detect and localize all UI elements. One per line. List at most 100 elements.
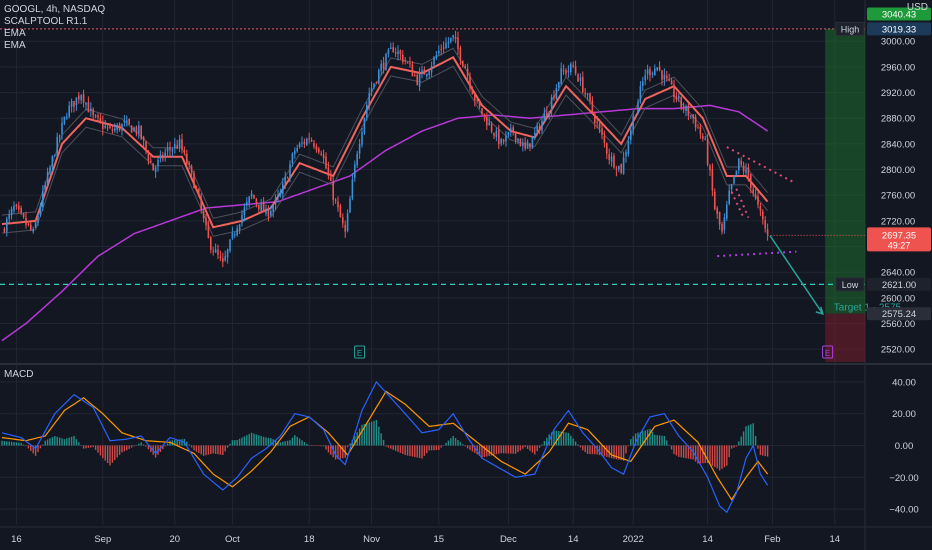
candle-body: [697, 127, 699, 129]
macd-histogram-bar: [358, 428, 361, 446]
indicator-legend-ema-1[interactable]: EMA: [4, 28, 26, 39]
macd-histogram-bar: [610, 445, 613, 459]
macd-histogram-bar: [759, 445, 762, 456]
candle-body: [6, 218, 8, 232]
macd-histogram-bar: [414, 445, 416, 458]
macd-histogram-bar: [150, 445, 152, 453]
macd-histogram-bar: [726, 445, 728, 466]
macd-histogram-bar: [514, 445, 517, 454]
target-arrow-head: [815, 306, 824, 315]
candle-body: [186, 153, 188, 165]
macd-histogram-bar: [601, 445, 603, 456]
candle-body: [610, 156, 613, 162]
candle-body: [495, 130, 498, 138]
candle-body: [730, 184, 733, 190]
macd-histogram-bar: [397, 445, 399, 452]
candle-body: [601, 128, 603, 135]
candle-body: [198, 189, 200, 197]
candle-body: [114, 128, 116, 131]
candle-body: [464, 66, 466, 69]
macd-histogram-bar: [570, 435, 572, 446]
candle-body: [519, 138, 522, 147]
macd-histogram-bar: [550, 432, 553, 446]
macd-histogram-bar: [166, 443, 169, 446]
macd-histogram-bar: [3, 441, 6, 446]
y-tick-label: 2960.00: [881, 62, 915, 73]
macd-histogram-bar: [507, 445, 510, 454]
candles: [3, 30, 769, 268]
macd-histogram-bar: [577, 444, 579, 446]
candle-body: [106, 127, 109, 129]
macd-histogram-bar: [380, 433, 382, 446]
candle-body: [178, 139, 181, 148]
macd-histogram-bar: [474, 445, 476, 453]
x-tick-label: Sep: [94, 534, 111, 545]
candle-body: [42, 190, 44, 207]
levels: [0, 28, 865, 286]
y-tick-label: 2640.00: [881, 268, 915, 279]
macd-histogram-bar: [651, 431, 654, 446]
macd-histogram-bar: [238, 438, 241, 446]
macd-histogram-bar: [615, 445, 618, 460]
currency-label[interactable]: USD: [906, 2, 928, 13]
macd-histogram-bar: [670, 445, 673, 450]
candle-body: [764, 220, 766, 229]
candle-body: [651, 73, 654, 75]
macd-histogram-bar: [222, 445, 224, 456]
macd-histogram-bar: [584, 445, 586, 453]
macd-histogram-bar: [291, 437, 294, 446]
macd-histogram-bar: [452, 435, 454, 446]
candle-body: [639, 85, 642, 101]
candle-body: [327, 167, 330, 176]
macd-histogram-bar: [339, 445, 342, 459]
candle-body: [78, 95, 80, 100]
macd-histogram-bar: [320, 445, 322, 447]
macd-histogram-bar: [680, 445, 682, 458]
candle-body: [20, 207, 22, 213]
candle-body: [620, 164, 622, 173]
macd-histogram-bar: [385, 445, 387, 447]
macd-histogram-bar: [764, 445, 766, 457]
candle-body: [210, 237, 212, 250]
candle-body: [740, 160, 742, 165]
candle-body: [303, 142, 306, 144]
macd-histogram-bar: [589, 445, 591, 455]
candle-body: [553, 95, 555, 98]
candle-body: [248, 196, 250, 203]
indicator-legend-ema-2[interactable]: EMA: [4, 40, 26, 51]
candle-body: [354, 164, 356, 178]
macd-histogram-bar: [260, 435, 262, 446]
candle-body: [565, 70, 567, 74]
candle-body: [435, 54, 438, 58]
macd-histogram-bar: [27, 445, 30, 449]
candle-body: [80, 95, 82, 101]
macd-histogram-bar: [702, 445, 704, 464]
candle-body: [387, 49, 390, 55]
macd-histogram-bar: [188, 444, 190, 446]
symbol-legend[interactable]: GOOGL, 4h, NASDAQ: [4, 4, 106, 15]
candle-body: [308, 138, 310, 140]
macd-histogram-bar: [694, 445, 697, 462]
macd-legend[interactable]: MACD: [4, 369, 34, 380]
macd-histogram-bar: [394, 445, 397, 451]
macd-histogram-bar: [483, 445, 486, 458]
macd-y-tick-label: 0.00: [895, 441, 914, 452]
candle-body: [97, 115, 99, 118]
macd-histogram-bar: [428, 445, 430, 451]
macd-histogram-bar: [438, 445, 440, 450]
macd-histogram-bar: [423, 445, 426, 456]
candle-body: [766, 229, 769, 235]
candle-body: [142, 136, 145, 141]
indicator-legend-scalptool[interactable]: SCALPTOOL R1.1: [4, 16, 88, 27]
macd-histogram-bar: [406, 445, 409, 456]
event-marker-box: [354, 345, 366, 359]
price-tag-high-bg: [867, 22, 931, 36]
macd-histogram-bar: [30, 445, 32, 451]
macd-histogram-bar: [126, 445, 128, 451]
macd-histogram-bar: [54, 435, 56, 446]
candle-body: [87, 102, 90, 113]
macd-y-tick-label: −40.00: [889, 505, 918, 516]
candle-body: [406, 62, 409, 64]
candle-body: [428, 71, 430, 75]
